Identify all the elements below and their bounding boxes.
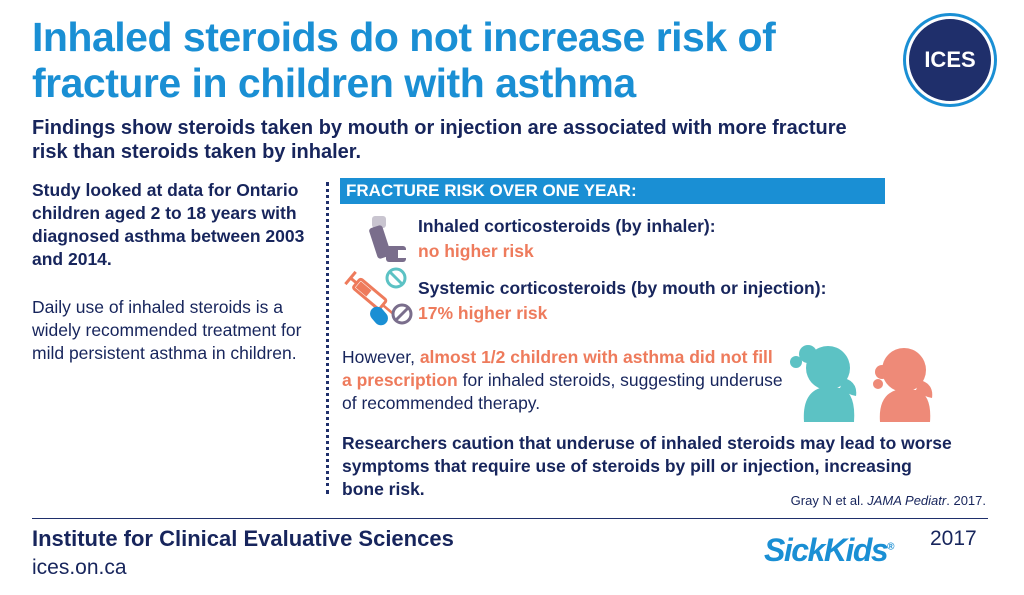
fracture-risk-heading: FRACTURE RISK OVER ONE YEAR: [340,178,885,204]
sickkids-logo-text: SickKids [764,532,889,568]
inhaled-row-risk: no higher risk [418,241,534,261]
citation-authors: Gray N et al. [790,493,868,508]
dotted-divider [326,182,329,494]
page-title: Inhaled steroids do not increase risk of… [32,14,776,106]
daily-use-note: Daily use of inhaled steroids is a widel… [32,297,302,363]
publication-year: 2017 [930,527,977,550]
inhaled-row-label: Inhaled corticosteroids (by inhaler): [418,216,716,236]
website-link[interactable]: ices.on.ca [32,556,127,579]
registered-mark: ® [887,541,895,553]
study-description: Study looked at data for Ontario childre… [32,180,305,269]
syringe-pills-icon [344,267,413,326]
organization-name: Institute for Clinical Evaluative Scienc… [32,526,454,551]
underuse-suffix: for inhaled steroids, suggesting underus… [342,370,783,413]
sickkids-logo: SickKids® [764,532,895,569]
researchers-caution: Researchers caution that underuse of inh… [342,433,952,499]
systemic-row-risk: 17% higher risk [418,303,548,323]
systemic-row-label: Systemic corticosteroids (by mouth or in… [418,278,827,298]
underuse-highlight: almost 1/2 children with asthma did not … [342,347,773,390]
underuse-finding: However, almost 1/2 children with asthma… [342,346,787,415]
ices-logo: ICES [906,16,994,104]
fracture-risk-heading-text: FRACTURE RISK OVER ONE YEAR: [346,181,637,200]
underuse-prefix: However, [342,347,420,367]
citation: Gray N et al. JAMA Pediatr. 2017. [720,493,986,508]
page-subtitle: Findings show steroids taken by mouth or… [32,117,847,163]
inhaler-icon [369,216,406,262]
footer-divider [32,518,988,519]
citation-journal: JAMA Pediatr [867,493,947,508]
coughing-children-illustration [790,345,933,422]
citation-year: . 2017. [946,493,986,508]
ices-logo-text: ICES [924,47,976,72]
